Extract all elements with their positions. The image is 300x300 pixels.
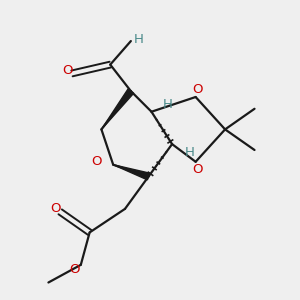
Polygon shape	[113, 165, 150, 180]
Text: O: O	[50, 202, 61, 215]
Text: H: H	[133, 33, 143, 46]
Text: O: O	[70, 263, 80, 276]
Polygon shape	[101, 89, 134, 129]
Text: O: O	[192, 163, 202, 176]
Text: O: O	[192, 83, 202, 96]
Text: O: O	[62, 64, 73, 77]
Text: O: O	[92, 155, 102, 168]
Text: H: H	[185, 146, 195, 159]
Text: H: H	[163, 98, 172, 111]
